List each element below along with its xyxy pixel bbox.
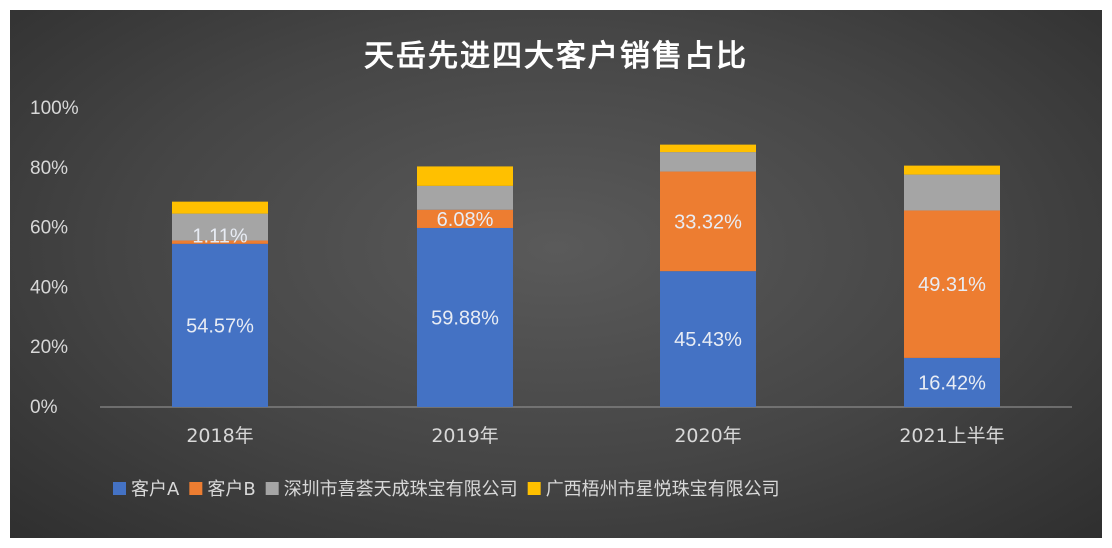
stacked-bar-chart: 天岳先进四大客户销售占比 0% 20% 40% 60% 80% 100% 54.57% 1.… [30,39,1072,500]
bar-segment [904,210,1000,358]
y-tick-label: 100% [30,98,79,119]
bar-segment [417,209,513,228]
bar-segment [172,201,268,214]
data-label: 59.88% [431,307,499,329]
data-label: 49.31% [918,274,986,296]
chart-frame: 天岳先进四大客户销售占比 0% 20% 40% 60% 80% 100% 54.57% 1.… [10,10,1102,538]
chart-title: 天岳先进四大客户销售占比 [364,39,748,74]
bar-segment [172,240,268,244]
x-category-label: 2019年 [431,425,498,447]
legend-item-label: 深圳市喜荟天成珠宝有限公司 [284,479,518,500]
x-category-label: 2020年 [674,425,741,447]
bar-segment [660,144,756,153]
legend-swatch [265,482,279,495]
y-tick-label: 80% [30,158,68,179]
bar-segment [660,271,756,407]
data-label: 16.42% [918,372,986,394]
y-tick-label: 60% [30,218,68,239]
bar-segment [660,152,756,172]
y-tick-label: 40% [30,277,68,298]
legend-swatch [189,482,203,495]
legend-swatch [113,482,126,495]
legend-item-label: 客户B [207,479,255,500]
legend: 客户A 客户B 深圳市喜荟天成珠宝有限公司 广西梧州市星悦珠宝有限公司 [113,479,780,500]
data-label: 6.08% [437,209,494,231]
y-tick-label: 20% [30,337,68,358]
legend-swatch [527,482,541,495]
data-labels-group: 54.57% 1.11% 59.88% 6.08% 45.43% 33.32% 16.42%… [186,209,986,395]
bar-segment [172,243,268,407]
data-label: 45.43% [674,329,742,351]
bar-segment [660,171,756,272]
y-tick-label: 0% [30,397,58,418]
legend-item-label: 客户A [131,479,180,500]
x-axis-categories: 2018年 2019年 2020年 2021上半年 [186,425,1004,447]
bar-segment [172,213,268,241]
data-label: 33.32% [674,211,742,233]
bars-group [172,144,1000,407]
x-category-label: 2018年 [186,425,253,447]
data-label: 1.11% [192,226,247,248]
y-axis-ticks: 0% 20% 40% 60% 80% 100% [30,98,79,418]
bar-segment [904,165,1000,175]
bar-segment [904,357,1000,407]
bar-segment [417,185,513,210]
legend-item-label: 广西梧州市星悦珠宝有限公司 [546,479,780,500]
bar-segment [417,227,513,407]
x-category-label: 2021上半年 [899,425,1004,447]
data-label: 54.57% [186,315,254,337]
bar-segment [904,174,1000,211]
bar-segment [417,166,513,186]
